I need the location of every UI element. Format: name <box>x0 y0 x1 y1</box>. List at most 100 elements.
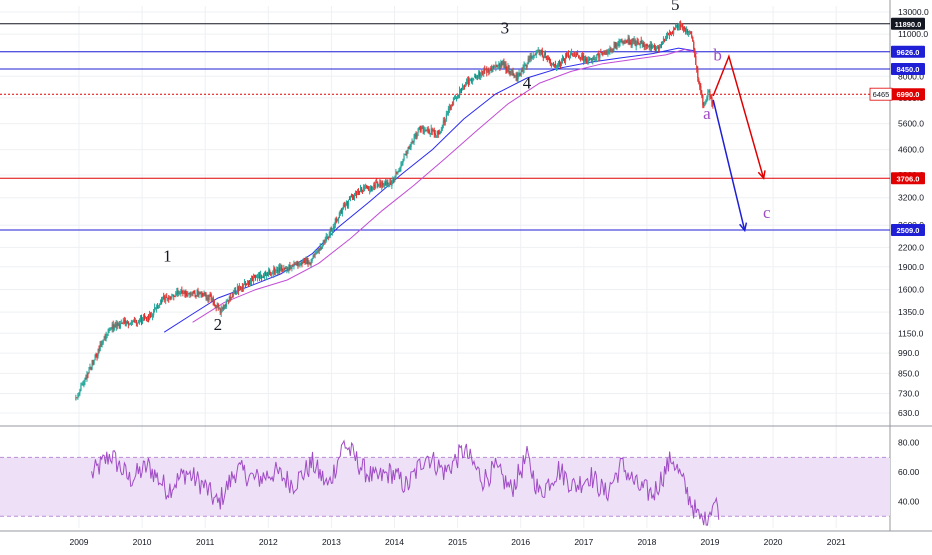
candle-body <box>289 265 291 270</box>
candle-body <box>687 30 689 33</box>
candle-body <box>145 317 147 319</box>
candle-body <box>287 269 289 271</box>
candle-body <box>215 307 217 309</box>
candle-body <box>563 60 566 62</box>
candle-body <box>632 38 634 42</box>
candle-body <box>171 296 173 299</box>
candle-body <box>319 245 321 250</box>
candle-body <box>617 43 619 45</box>
candle-body <box>221 307 223 310</box>
candle-body <box>608 49 610 53</box>
price-tick-label: 8000.0 <box>898 71 924 81</box>
year-tick-label: 2014 <box>385 537 404 547</box>
candle-body <box>622 42 624 44</box>
candle-body <box>692 37 694 42</box>
candle-body <box>204 292 206 296</box>
candle-body <box>426 128 428 131</box>
wave-label-4: 4 <box>523 73 532 92</box>
candle-body <box>523 65 525 70</box>
candle-body <box>432 129 434 131</box>
candle-body <box>513 74 515 77</box>
candle-body <box>137 322 140 324</box>
candle-body <box>710 97 712 99</box>
candle-body <box>601 53 603 55</box>
level-tag-text: 6990.0 <box>897 90 920 99</box>
candle-body <box>157 306 159 308</box>
candle-body <box>645 44 647 46</box>
candle-body <box>265 273 267 276</box>
candle-body <box>247 282 250 285</box>
rsi-tick-label: 40.00 <box>898 497 920 507</box>
candle-body <box>435 135 437 137</box>
candle-body <box>406 152 408 155</box>
candle-body <box>123 320 126 322</box>
candle-body <box>392 178 394 183</box>
candle-body <box>228 296 231 302</box>
price-tick-label: 1600.0 <box>898 285 924 295</box>
candle-body <box>178 292 180 295</box>
candle-body <box>340 209 343 214</box>
candle-body <box>439 131 442 134</box>
candle-body <box>499 64 501 68</box>
candle-body <box>180 291 182 295</box>
axes[interactable]: 630.0730.0850.0990.01150.01350.01600.019… <box>70 7 929 547</box>
candle-body <box>155 307 157 309</box>
candle-body <box>328 235 330 238</box>
price-tick-label: 13000.0 <box>898 7 929 17</box>
candle-body <box>526 64 528 68</box>
candle-body <box>270 273 272 275</box>
candle-body <box>87 373 89 375</box>
candle-body <box>465 85 467 87</box>
candle-body <box>185 293 187 296</box>
candle-body <box>209 294 211 296</box>
year-tick-label: 2021 <box>827 537 846 547</box>
candle-body <box>315 252 317 254</box>
candle-body <box>408 146 410 148</box>
candle-body <box>92 362 94 364</box>
candle-body <box>618 41 620 45</box>
candle-body <box>504 64 506 69</box>
candle-body <box>634 40 636 46</box>
candle-body <box>560 62 563 65</box>
candle-body <box>172 294 174 297</box>
candle-body <box>620 41 622 43</box>
candle-body <box>141 317 144 323</box>
candle-body <box>631 39 633 46</box>
candle-body <box>282 270 284 272</box>
level-tag-2509.0 <box>891 223 925 236</box>
candle-body <box>297 264 299 266</box>
price-tick-label: 11000.0 <box>898 29 928 39</box>
candle-body <box>199 293 201 295</box>
candle-body <box>188 293 190 295</box>
candle-body <box>194 293 196 296</box>
wave-label-b: b <box>713 46 722 65</box>
candle-body <box>357 190 359 194</box>
candle-body <box>437 130 439 135</box>
candle-body <box>278 268 280 273</box>
candle-body <box>105 335 107 339</box>
candle-body <box>644 44 646 47</box>
candle-body <box>200 291 202 294</box>
candle-body <box>483 69 485 75</box>
candle-body <box>165 296 167 301</box>
candle-body <box>456 96 459 98</box>
candle-body <box>111 324 113 330</box>
candle-body <box>212 297 214 302</box>
candle-body <box>125 320 128 325</box>
level-tag-text: 3706.0 <box>897 174 920 183</box>
candle-body <box>232 293 235 297</box>
candle-body <box>336 219 339 222</box>
level-tag-3706.0 <box>891 172 925 185</box>
candle-body <box>76 397 78 399</box>
candle-body <box>598 53 600 58</box>
candle-body <box>589 58 591 60</box>
projection-arrowhead-2 <box>739 222 748 233</box>
candle-body <box>322 241 324 246</box>
candle-body <box>391 181 393 187</box>
candle-body <box>320 247 322 250</box>
candle-body <box>268 270 270 275</box>
candle-body <box>451 104 454 106</box>
candle-body <box>153 310 155 316</box>
candle-body <box>274 267 276 272</box>
candle-body <box>467 79 469 81</box>
